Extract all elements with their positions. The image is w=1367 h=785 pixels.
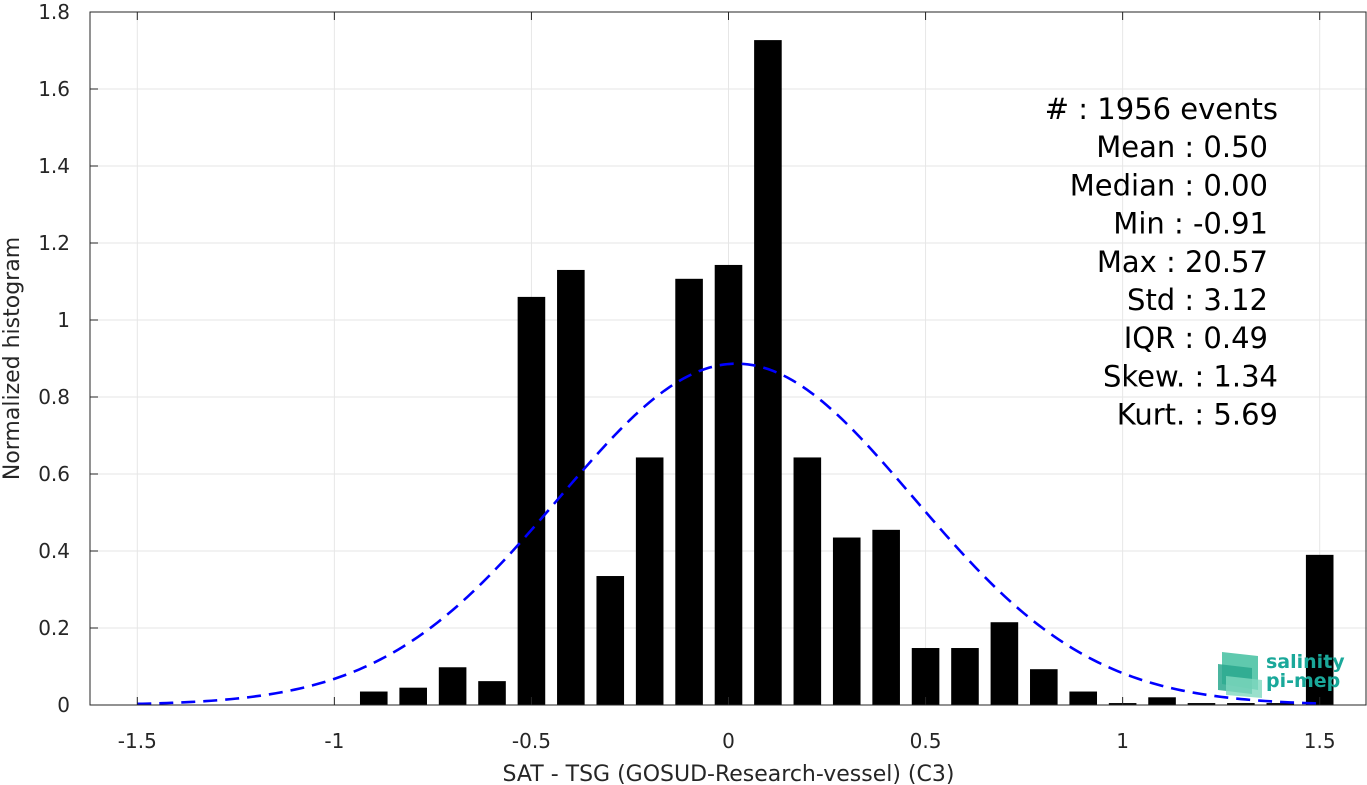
logo-text-line2: pi-mep <box>1266 670 1340 692</box>
histogram-bar-18 <box>1069 691 1098 705</box>
histogram-bar-9 <box>714 264 743 705</box>
histogram-bar-5 <box>557 269 585 705</box>
histogram-bar-0 <box>359 691 388 705</box>
y-tick-label-8: 1.6 <box>38 77 70 101</box>
histogram-bar-10 <box>754 40 782 706</box>
histogram-bar-14 <box>911 648 940 705</box>
stat-line-2: Median : 0.00 <box>1070 168 1268 202</box>
stat-line-4: Max : 20.57 <box>1097 245 1268 279</box>
y-tick-label-7: 1.4 <box>38 154 70 178</box>
histogram-bar-13 <box>872 529 900 705</box>
y-tick-label-2: 0.4 <box>38 539 70 563</box>
histogram-bar-16 <box>990 622 1019 705</box>
x-tick-label-2: -0.5 <box>512 729 551 753</box>
salinity-pi-mep-logo: salinity pi-mep <box>1218 651 1345 698</box>
y-tick-label-3: 0.6 <box>38 462 70 486</box>
x-tick-label-5: 1 <box>1116 729 1129 753</box>
histogram-bar-1 <box>399 687 427 705</box>
histogram-bar-21 <box>1187 703 1216 705</box>
y-tick-label-9: 1.8 <box>38 0 70 24</box>
x-tick-label-6: 1.5 <box>1304 729 1336 753</box>
histogram-bar-15 <box>951 648 979 705</box>
logo-text-line1: salinity <box>1266 651 1345 673</box>
histogram-bar-11 <box>793 457 822 705</box>
y-tick-label-4: 0.8 <box>38 385 70 409</box>
stat-line-6: IQR : 0.49 <box>1124 321 1268 355</box>
statistics-annotation: # : 1956 events Mean : 0.50 Median : 0.00 M… <box>1045 92 1278 432</box>
stat-line-0: # : 1956 events <box>1045 92 1278 126</box>
y-tick-label-5: 1 <box>57 308 70 332</box>
histogram-bar-24 <box>1305 554 1334 705</box>
stat-line-1: Mean : 0.50 <box>1096 130 1268 164</box>
histogram-bar-7 <box>635 457 664 705</box>
histogram-bar-2 <box>438 667 467 705</box>
stat-line-7: Skew. : 1.34 <box>1103 359 1278 393</box>
y-tick-label-0: 0 <box>57 693 70 717</box>
stat-line-3: Min : -0.91 <box>1113 207 1268 241</box>
histogram-bar-12 <box>832 537 861 705</box>
y-axis-label: Normalized histogram <box>0 237 25 480</box>
histogram-bar-17 <box>1030 669 1058 705</box>
x-axis-label: SAT - TSG (GOSUD-Research-vessel) (C3) <box>503 762 955 785</box>
histogram-bar-20 <box>1148 697 1176 705</box>
x-axis-ticks: -1.5 -1 -0.5 0 0.5 1 1.5 <box>118 12 1336 753</box>
x-tick-label-4: 0.5 <box>910 729 942 753</box>
histogram-bar-22 <box>1227 703 1255 705</box>
gaussian-fit-curve <box>137 362 1320 706</box>
histogram-bars <box>359 40 1334 706</box>
histogram-bar-4 <box>517 296 546 705</box>
y-tick-label-6: 1.2 <box>38 231 70 255</box>
x-tick-label-3: 0 <box>722 729 735 753</box>
histogram-bar-8 <box>675 278 703 705</box>
y-tick-label-1: 0.2 <box>38 616 70 640</box>
histogram-bar-23 <box>1266 703 1295 705</box>
stat-line-5: Std : 3.12 <box>1127 283 1268 317</box>
logo-wave-icon <box>1218 652 1262 698</box>
histogram-bar-6 <box>596 576 625 705</box>
y-axis-ticks: 0 0.2 0.4 0.6 0.8 1 1.2 1.4 1.6 1.8 <box>38 0 98 717</box>
x-tick-label-1: -1 <box>324 729 344 753</box>
histogram-bar-3 <box>478 681 506 705</box>
stat-line-8: Kurt. : 5.69 <box>1117 398 1278 432</box>
x-tick-label-0: -1.5 <box>118 729 157 753</box>
